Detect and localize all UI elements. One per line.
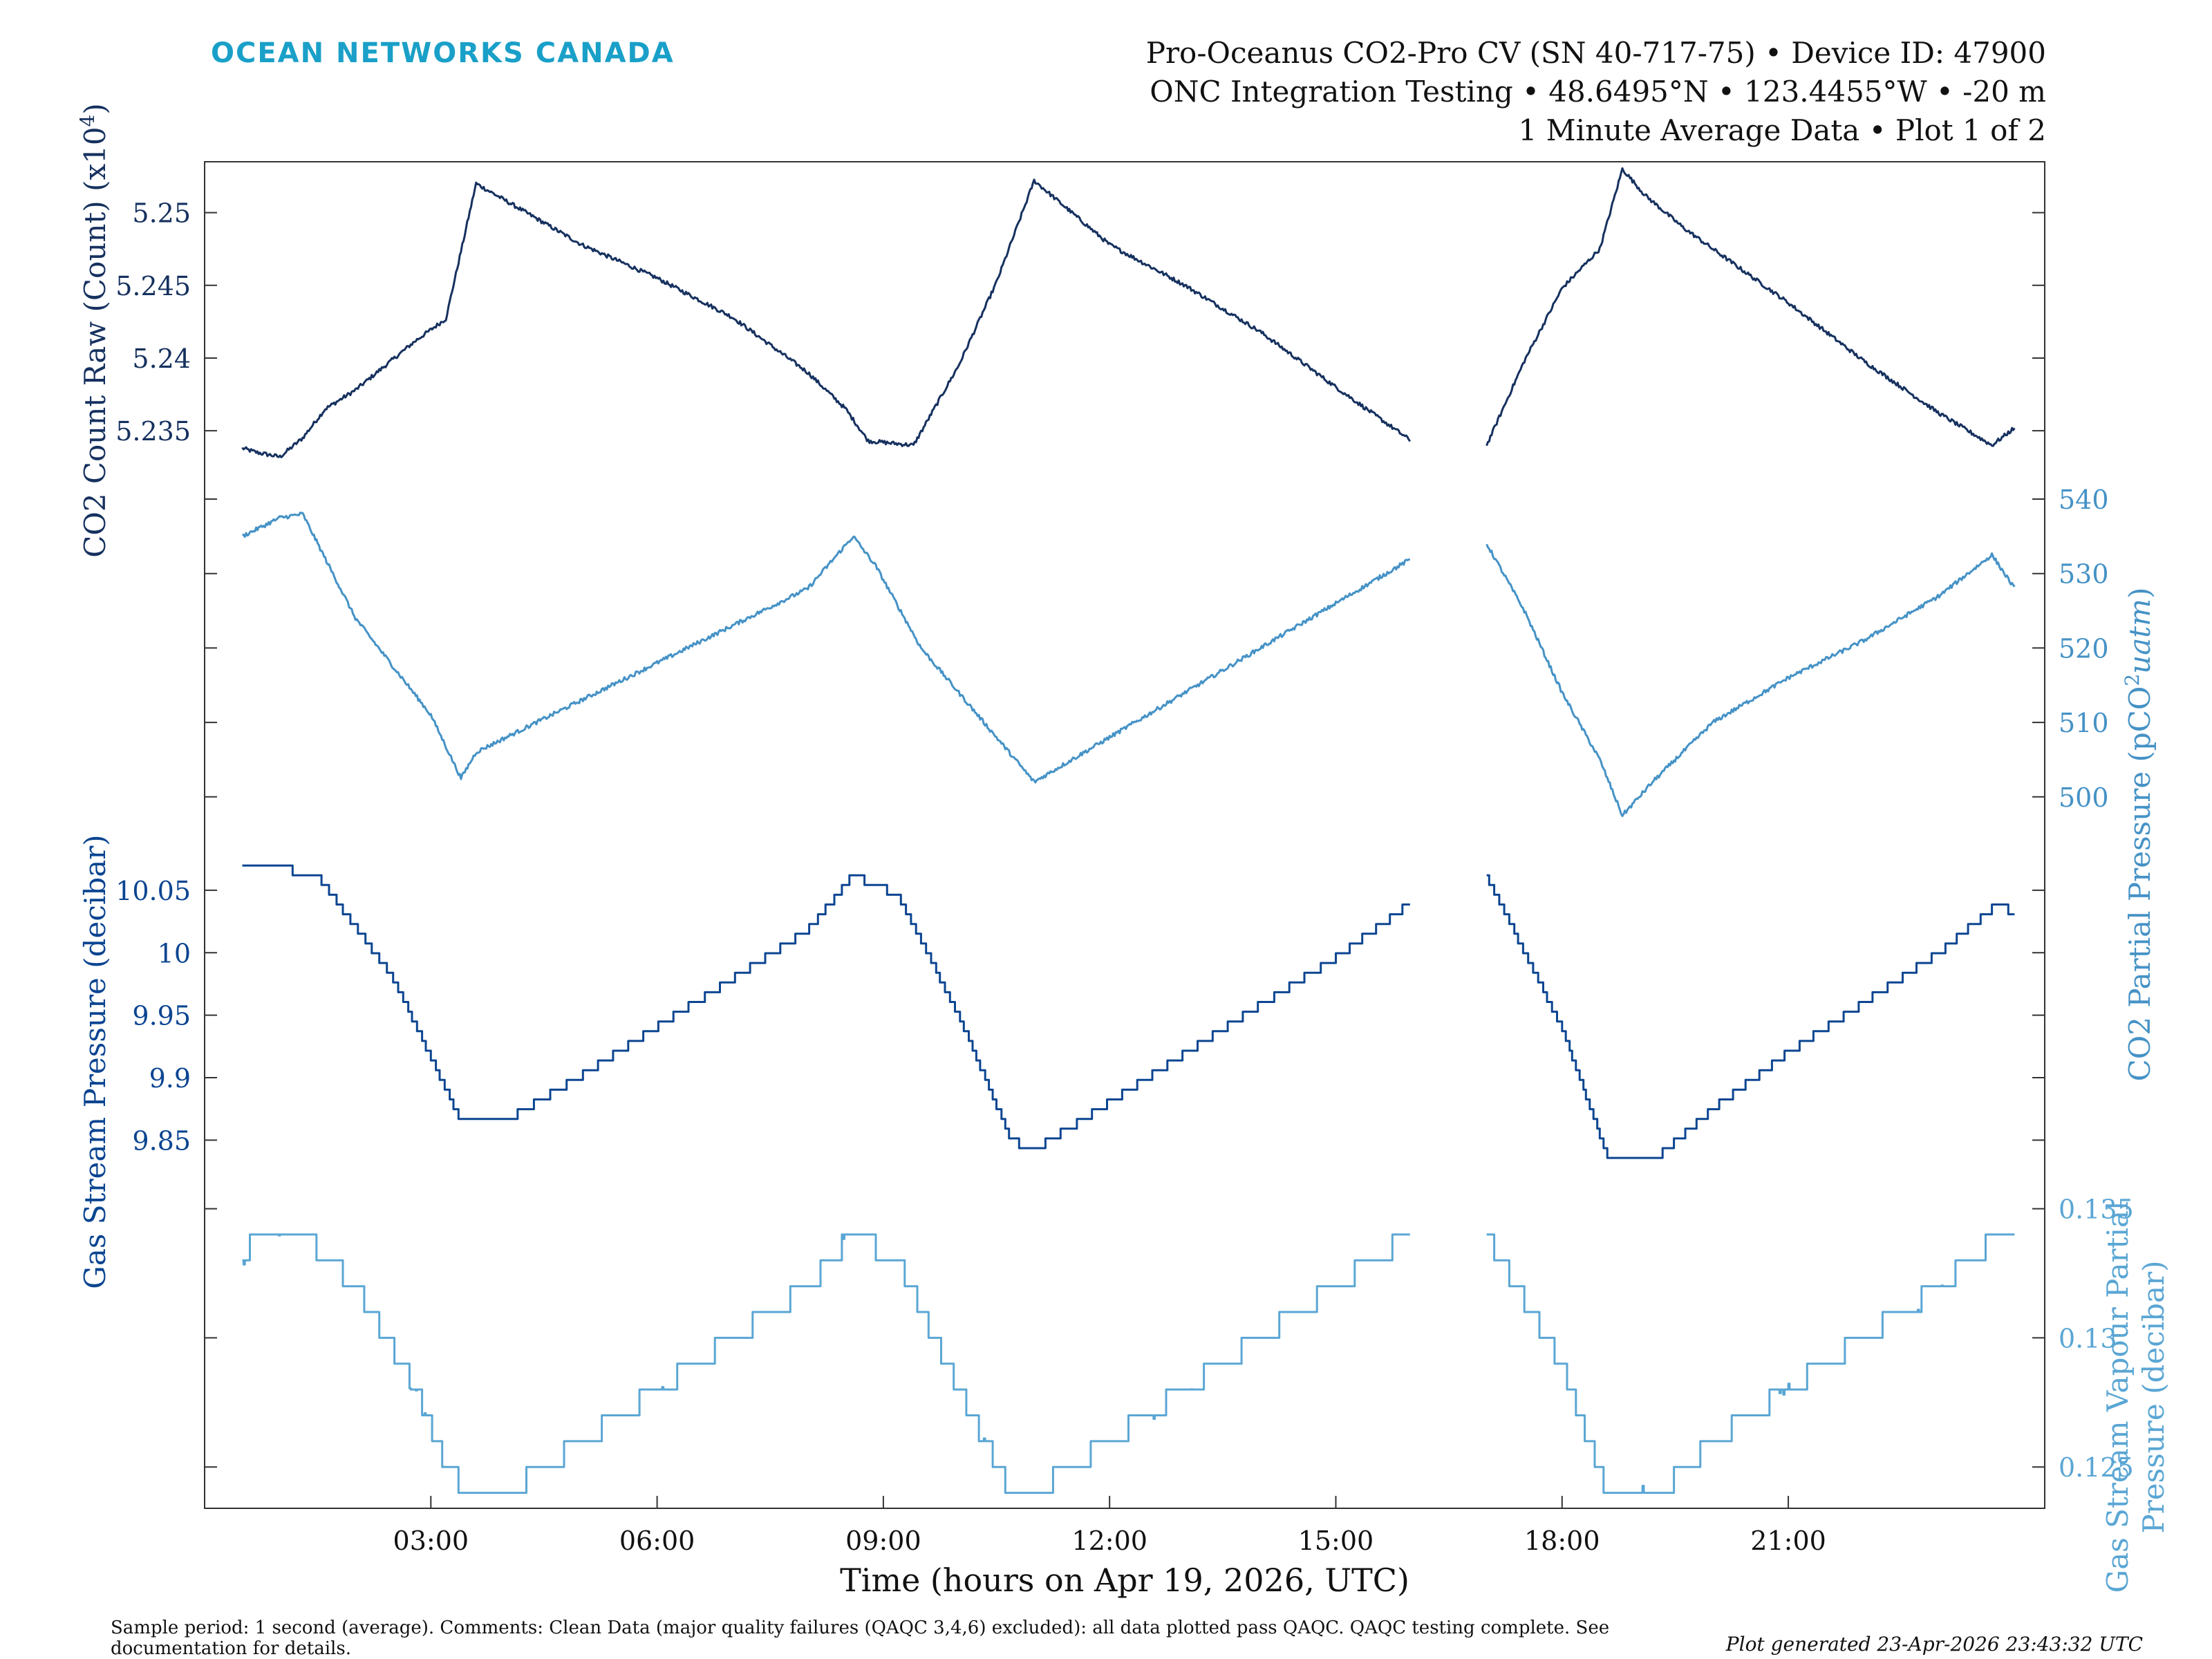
y-tick-label: 10 bbox=[158, 938, 191, 968]
x-tick-label: 15:00 bbox=[1298, 1526, 1374, 1556]
brand-logo: OCEAN NETWORKS CANADA bbox=[211, 37, 675, 69]
y-axis-label-line1: Gas Stream Vapour Partial bbox=[2101, 1201, 2135, 1593]
x-tick-label: 03:00 bbox=[393, 1526, 469, 1556]
y-tick-label: 5.235 bbox=[115, 416, 191, 447]
y-axis-label: CO2 Count Raw (Count) (x104) bbox=[76, 103, 113, 558]
header-line-2: ONC Integration Testing • 48.6495°N • 12… bbox=[1150, 75, 2046, 109]
series-line-4 bbox=[242, 1233, 2015, 1494]
y-tick-label: 9.9 bbox=[149, 1063, 191, 1094]
series-line-1 bbox=[241, 167, 2016, 458]
y-tick-label: 0.135 bbox=[2059, 1194, 2134, 1225]
y-tick-label: 520 bbox=[2059, 633, 2109, 664]
x-tick-label: 21:00 bbox=[1750, 1526, 1826, 1556]
footer-generated: Plot generated 23-Apr-2026 23:43:32 UTC bbox=[1725, 1633, 2143, 1656]
y-tick-label: 0.13 bbox=[2059, 1323, 2117, 1353]
x-tick-label: 06:00 bbox=[619, 1526, 695, 1556]
y-tick-label: 5.25 bbox=[132, 198, 191, 229]
panel-2: 500 510 520 530 540 CO2 Partial Pressure (pCO… bbox=[205, 485, 2157, 1081]
x-tick-label: 09:00 bbox=[845, 1526, 921, 1556]
series-line-3 bbox=[242, 864, 2015, 1159]
x-tick-label: 12:00 bbox=[1071, 1526, 1147, 1556]
y-axis-label-line2: Pressure (decibar) bbox=[2137, 1260, 2171, 1533]
y-tick-label: 510 bbox=[2059, 708, 2109, 738]
x-axis-label: Time (hours on Apr 19, 2026, UTC) bbox=[840, 1562, 1409, 1599]
y-tick-label: 9.85 bbox=[132, 1125, 191, 1156]
header-line-3: 1 Minute Average Data • Plot 1 of 2 bbox=[1518, 113, 2046, 147]
y-tick-label: 0.125 bbox=[2059, 1452, 2134, 1483]
y-tick-label: 9.95 bbox=[132, 1001, 191, 1031]
header-line-1: Pro-Oceanus CO2-Pro CV (SN 40-717-75) • … bbox=[1145, 36, 2046, 70]
series-line-2 bbox=[242, 512, 2016, 817]
panel-1: 5.235 5.24 5.245 5.25 CO2 Count Raw (Count) … bbox=[76, 103, 2045, 558]
y-tick-label: 10.05 bbox=[115, 876, 191, 906]
y-tick-label: 530 bbox=[2059, 559, 2109, 590]
y-tick-label: 540 bbox=[2059, 485, 2109, 515]
y-tick-label: 5.24 bbox=[132, 344, 191, 374]
y-tick-label: 5.245 bbox=[115, 271, 191, 301]
plot-frame bbox=[204, 161, 2045, 1509]
y-tick-label: 500 bbox=[2059, 782, 2109, 813]
y-axis-label: CO2 Partial Pressure (pCO2uatm) bbox=[2121, 588, 2157, 1082]
x-tick-label: 18:00 bbox=[1524, 1526, 1600, 1556]
footer-comments: Sample period: 1 second (average). Comme… bbox=[111, 1618, 1610, 1659]
y-axis-label: Gas Stream Pressure (decibar) bbox=[78, 834, 112, 1288]
